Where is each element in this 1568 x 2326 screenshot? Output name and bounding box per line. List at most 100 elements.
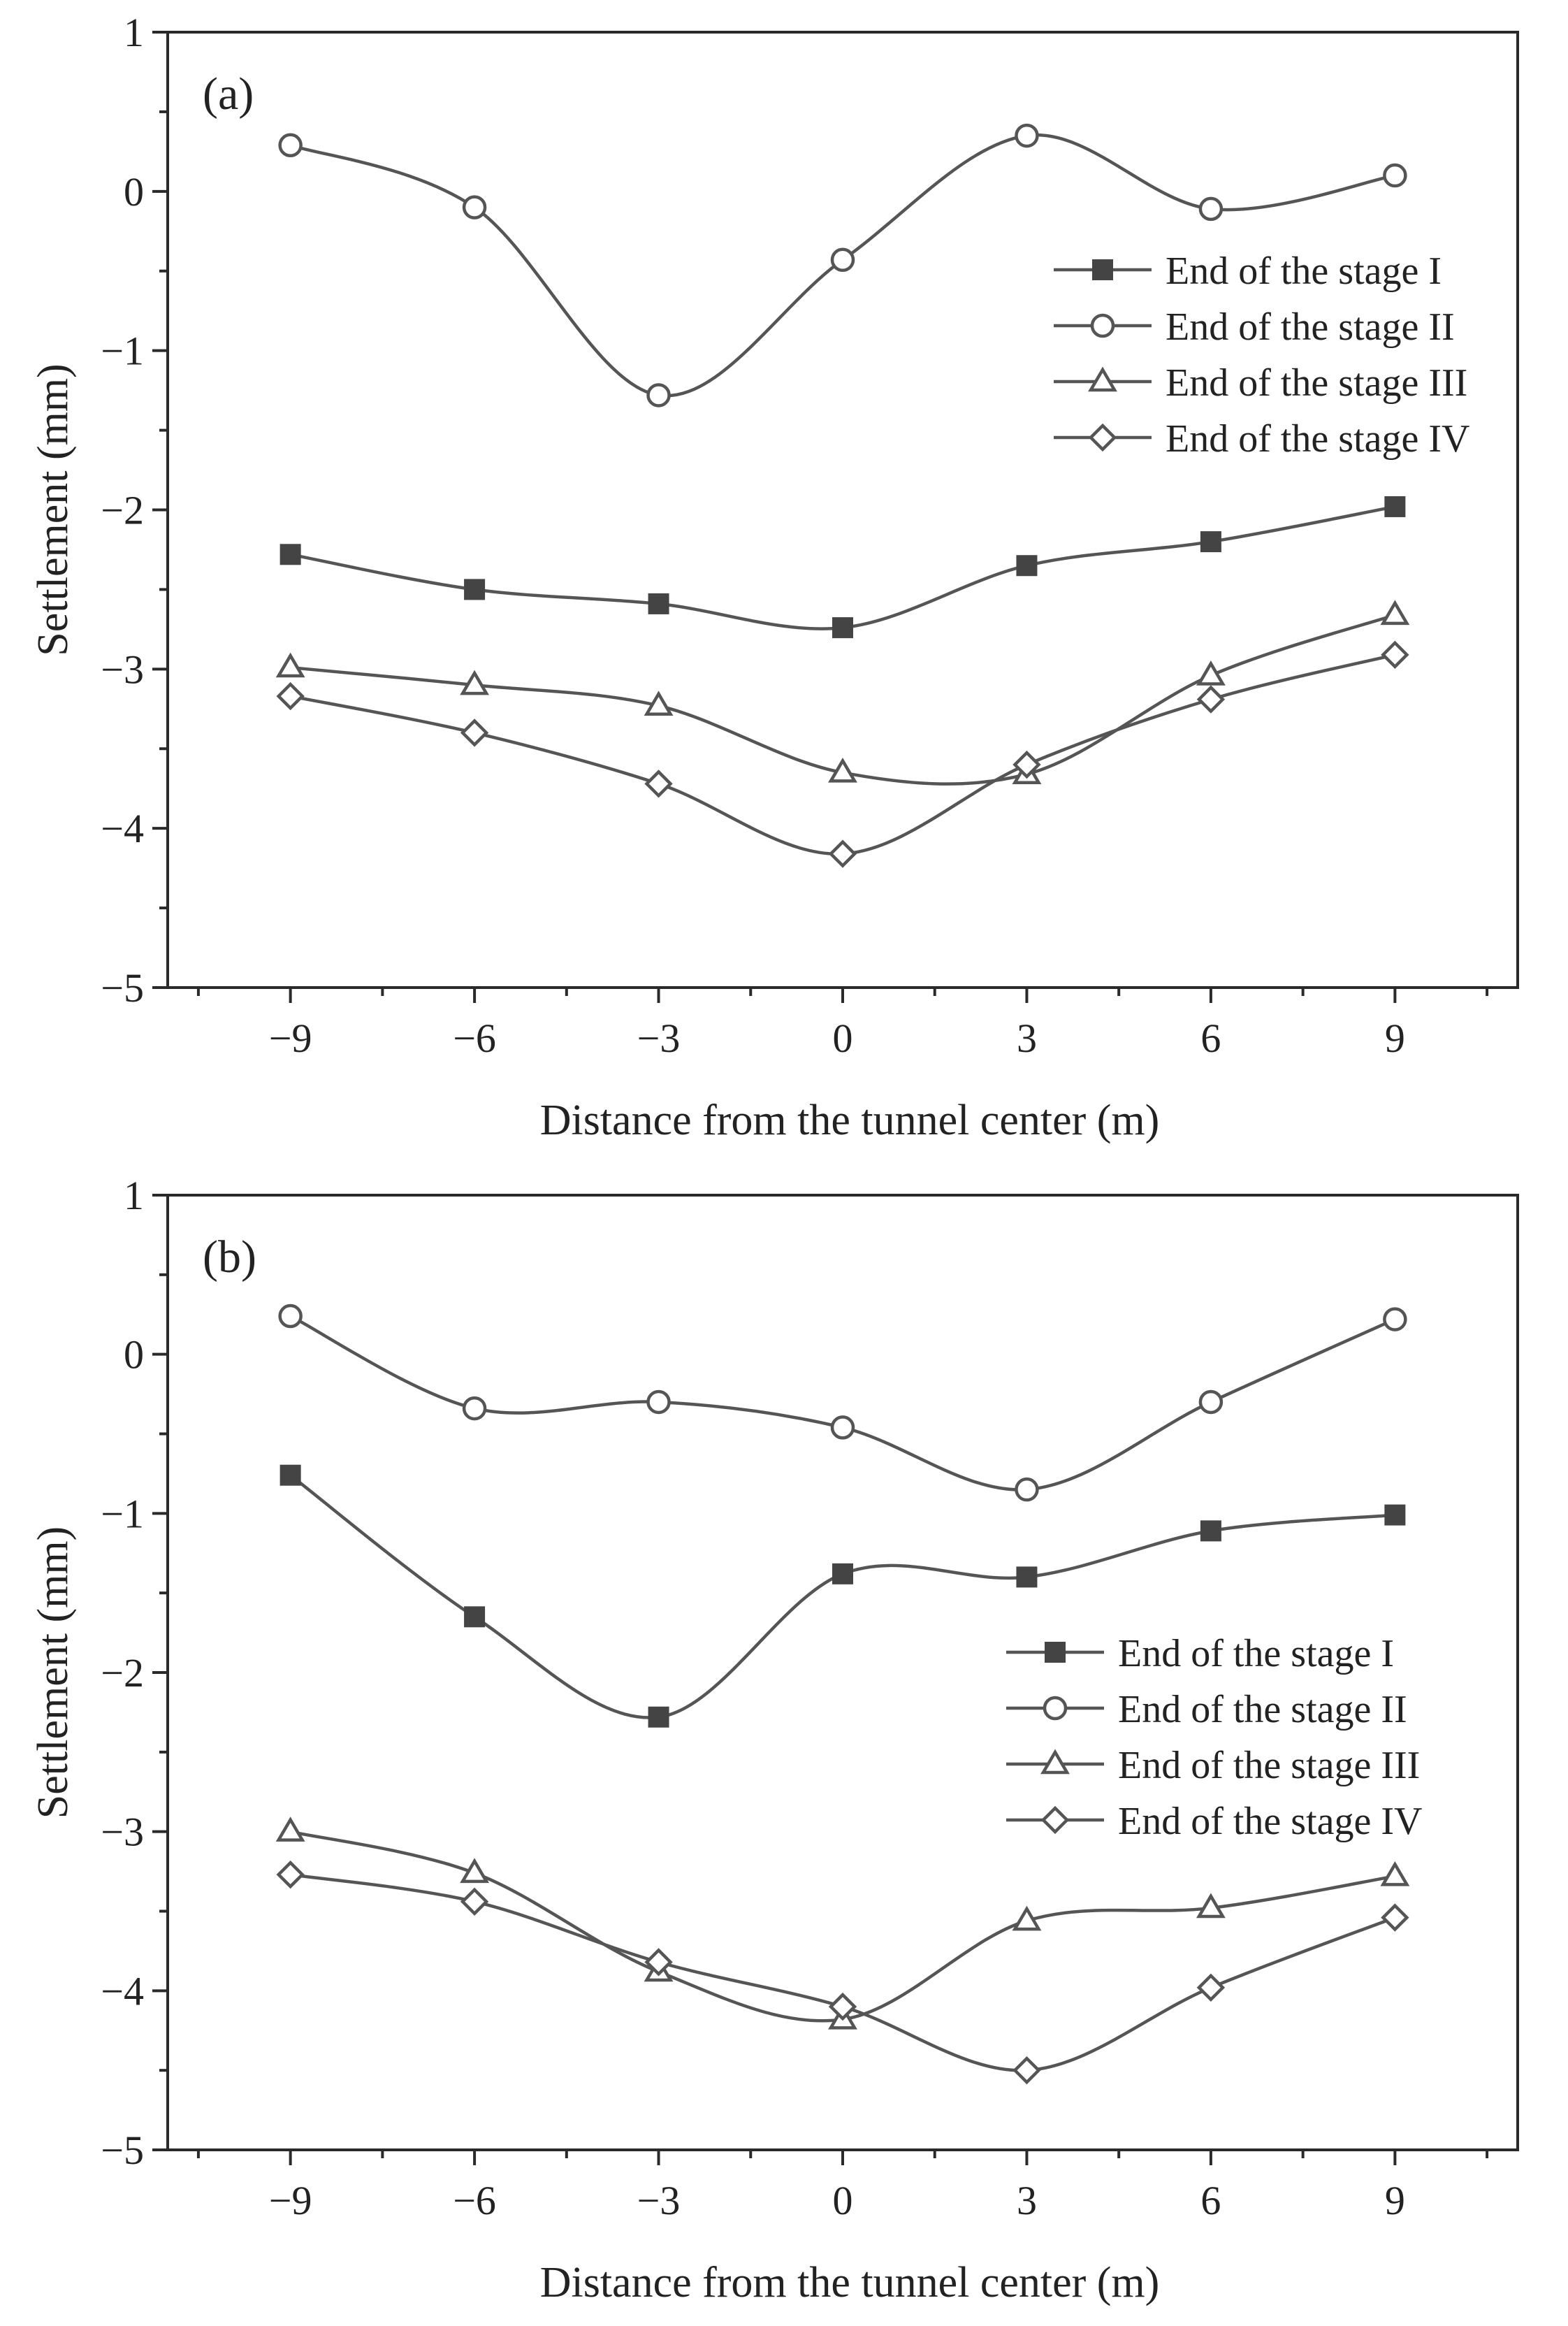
legend-marker	[1092, 259, 1113, 280]
data-point	[644, 770, 673, 798]
data-point	[276, 681, 305, 711]
data-point	[646, 1389, 671, 1415]
legend-marker	[1043, 1696, 1068, 1721]
y-tick-label: 0	[124, 1332, 144, 1378]
y-tick-label: 1	[124, 1173, 144, 1218]
legend-marker	[1040, 1749, 1070, 1775]
data-point	[460, 718, 489, 747]
legend-label: End of the stage II	[1118, 1688, 1407, 1731]
legend-label: End of the stage III	[1166, 361, 1467, 405]
data-point	[276, 1860, 305, 1889]
legend-marker	[1088, 423, 1117, 452]
y-tick-label: −2	[101, 1650, 144, 1696]
x-tick-label: −9	[269, 1016, 312, 1061]
data-point	[464, 579, 486, 600]
legend-label: End of the stage III	[1118, 1744, 1420, 1787]
data-point	[832, 617, 853, 639]
data-point	[832, 1563, 853, 1584]
x-tick-label: 0	[833, 2178, 853, 2223]
data-point	[462, 195, 487, 219]
data-point	[1198, 196, 1224, 222]
data-point	[280, 1464, 301, 1486]
data-point	[278, 133, 303, 158]
series-stage-1	[280, 1464, 1406, 1728]
y-tick-label: −1	[101, 328, 144, 374]
legend-label: End of the stage IV	[1118, 1800, 1422, 1843]
data-point	[648, 593, 669, 614]
data-point	[1196, 660, 1226, 686]
data-point	[644, 1948, 673, 1977]
y-tick-label: −3	[101, 1809, 144, 1855]
data-point	[1012, 2056, 1041, 2085]
data-point	[828, 1992, 857, 2021]
data-point	[280, 544, 301, 565]
data-point	[1200, 1520, 1221, 1542]
data-point	[1016, 1566, 1038, 1588]
data-point	[830, 247, 855, 273]
series-line	[290, 1830, 1395, 2023]
x-tick-label: 9	[1385, 1016, 1405, 1061]
data-point	[460, 1858, 490, 1884]
legend-label: End of the stage I	[1166, 250, 1442, 293]
data-point	[1381, 1903, 1409, 1932]
x-tick-label: 9	[1385, 2178, 1405, 2223]
series-line	[289, 1315, 1396, 1491]
y-tick-label: −3	[101, 646, 144, 692]
x-tick-label: −6	[453, 2178, 496, 2223]
data-point	[648, 1706, 669, 1728]
y-tick-label: 1	[124, 10, 144, 55]
series-stage-2	[278, 1303, 1407, 1502]
data-point	[1012, 1905, 1042, 1931]
chart-panel-a: 1 0 −1 −2 −3 −4 −5 −9 −6 −3 0 3 6 9 Distance from the …	[29, 10, 1519, 1144]
legend-marker	[1090, 313, 1115, 338]
panel-label: (a)	[203, 68, 254, 120]
data-point	[1198, 1389, 1224, 1415]
x-tick-label: 0	[833, 1016, 853, 1061]
data-point	[1380, 1861, 1410, 1886]
data-point	[1200, 531, 1221, 553]
series-stage-2	[278, 123, 1407, 407]
data-point	[1015, 1477, 1039, 1502]
x-tick-label: −3	[637, 1016, 681, 1061]
y-tick-label: −2	[101, 488, 144, 533]
x-axis-title: Distance from the tunnel center (m)	[540, 1097, 1160, 1144]
legend: End of the stage I End of the stage II End…	[1006, 1632, 1422, 1843]
data-point	[646, 383, 671, 407]
y-tick-label: −4	[101, 1968, 144, 2014]
data-point	[1381, 640, 1409, 670]
data-point	[830, 1415, 855, 1440]
y-axis-title: Settlement (mm)	[29, 363, 77, 656]
x-tick-label: −3	[637, 2178, 681, 2223]
data-point	[1383, 1307, 1407, 1331]
data-point	[828, 757, 857, 783]
x-tick-label: 6	[1200, 2178, 1221, 2223]
series-line	[289, 1473, 1395, 1719]
y-tick-label: −1	[101, 1491, 144, 1536]
x-tick-label: 3	[1017, 1016, 1037, 1061]
legend: End of the stage I End of the stage II End…	[1054, 250, 1469, 461]
data-point	[1380, 600, 1410, 626]
legend-label: End of the stage I	[1118, 1632, 1394, 1675]
panel-label: (b)	[203, 1231, 256, 1283]
y-tick-label: −5	[101, 2128, 144, 2173]
x-tick-label: −6	[453, 1016, 496, 1061]
data-point	[462, 1396, 487, 1421]
legend-marker	[1045, 1642, 1066, 1663]
data-point	[460, 670, 490, 695]
y-axis-title: Settlement (mm)	[29, 1526, 77, 1819]
data-point	[1012, 750, 1041, 779]
data-point	[828, 839, 857, 868]
legend-marker	[1040, 1805, 1070, 1835]
legend-label: End of the stage IV	[1166, 417, 1469, 461]
legend-label: End of the stage II	[1166, 305, 1455, 349]
data-point	[1015, 123, 1039, 148]
data-point	[1384, 1504, 1406, 1526]
data-point	[275, 652, 305, 678]
data-point	[275, 1816, 305, 1842]
x-axis-title: Distance from the tunnel center (m)	[540, 2259, 1160, 2306]
data-point	[1196, 1893, 1226, 1919]
data-point	[1384, 496, 1406, 517]
data-point	[1196, 685, 1226, 714]
x-tick-label: 6	[1200, 1016, 1221, 1061]
